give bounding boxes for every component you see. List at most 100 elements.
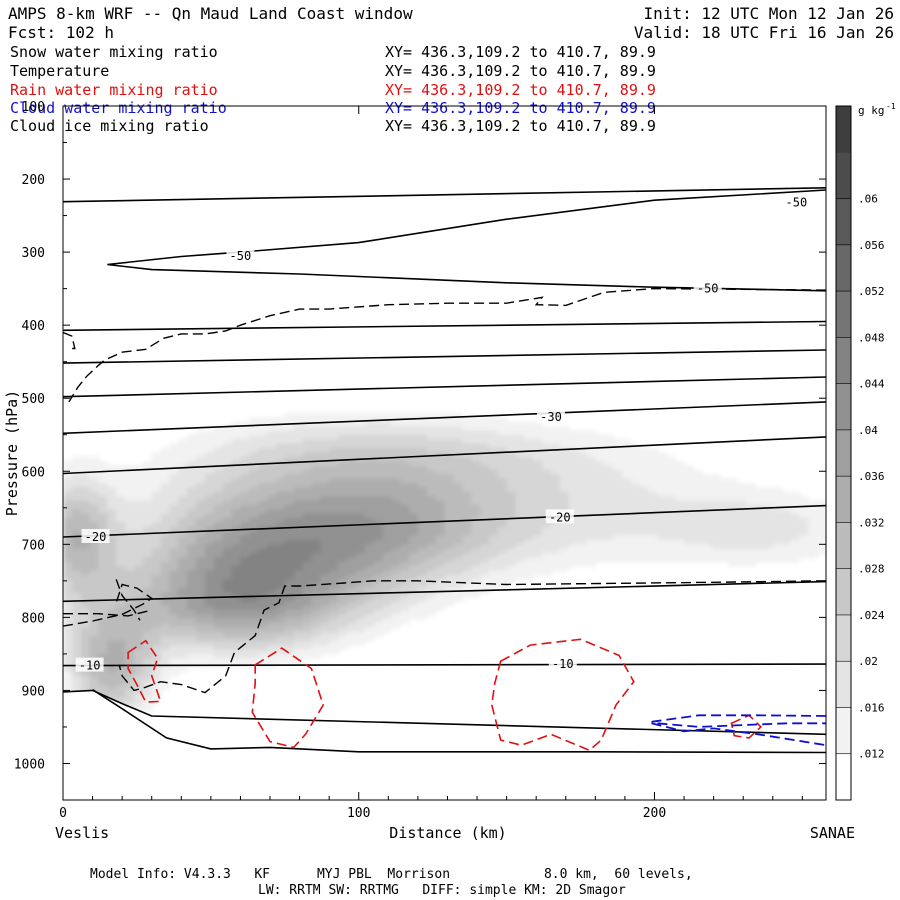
snow-shade-cell: [799, 509, 810, 515]
snow-shade-cell: [364, 465, 375, 471]
snow-shade-cell: [382, 456, 393, 462]
snow-shade-cell: [311, 452, 322, 458]
snow-shade-cell: [249, 544, 259, 550]
snow-shade-cell: [187, 461, 197, 467]
snow-shade-cell: [559, 535, 570, 541]
snow-shade-cell: [453, 575, 464, 581]
snow-shade-cell: [222, 509, 233, 515]
snow-shade-cell: [240, 653, 251, 660]
snow-shade-cell: [675, 496, 685, 502]
snow-shade-cell: [134, 579, 144, 585]
snow-shade-cell: [533, 469, 543, 475]
snow-shade-cell: [284, 588, 295, 594]
snow-shade-cell: [267, 434, 277, 440]
snow-shade-cell: [444, 443, 455, 449]
snow-shade-cell: [772, 513, 783, 519]
snow-shade-cell: [426, 430, 437, 436]
snow-shade-cell: [506, 443, 517, 449]
field-xy-temperature: XY= 436.3,109.2 to 410.7, 89.9: [385, 62, 656, 80]
snow-shade-cell: [338, 627, 348, 633]
snow-shade-cell: [293, 513, 304, 519]
snow-shade-cell: [710, 518, 721, 524]
snow-shade-cell: [338, 535, 348, 541]
snow-shade-cell: [391, 531, 401, 537]
snow-shade-cell: [719, 557, 730, 563]
snow-shade-cell: [684, 474, 694, 480]
snow-shade-cell: [684, 487, 694, 493]
figure-title: AMPS 8-km WRF -- Qn Maud Land Coast wind…: [8, 4, 413, 23]
snow-shade-cell: [116, 539, 126, 546]
snow-shade-cell: [249, 632, 259, 638]
snow-shade-cell: [409, 531, 419, 537]
snow-shade-cell: [613, 513, 623, 519]
snow-shade-cell: [196, 544, 206, 550]
snow-shade-cell: [329, 509, 339, 515]
snow-shade-cell: [746, 526, 756, 532]
snow-shade-cell: [275, 513, 286, 519]
snow-shade-cell: [577, 487, 588, 493]
snow-shade-cell: [98, 632, 109, 638]
snow-shade-cell: [666, 539, 676, 546]
snow-shade-cell: [231, 623, 242, 629]
snow-shade-cell: [107, 601, 118, 607]
snow-shade-cell: [542, 461, 552, 467]
snow-shade-cell: [559, 526, 570, 532]
snow-shade-cell: [355, 623, 366, 629]
snow-shade-cell: [222, 575, 233, 581]
snow-shade-cell: [196, 531, 206, 537]
snow-shade-cell: [284, 452, 295, 458]
snow-shade-cell: [675, 465, 685, 471]
snow-shade-cell: [409, 434, 419, 440]
snow-shade-cell: [630, 469, 641, 475]
snow-shade-cell: [346, 483, 357, 489]
snow-shade-cell: [613, 439, 623, 445]
snow-shade-cell: [373, 421, 384, 427]
snow-shade-cell: [125, 513, 135, 519]
plot-frame: [62, 105, 827, 801]
snow-shade-cell: [329, 535, 339, 541]
snow-shade-cell: [187, 614, 197, 620]
snow-shade-cell: [160, 623, 171, 629]
snow-shade-cell: [213, 447, 224, 454]
snow-shade-cell: [311, 627, 322, 633]
snow-shade-cell: [160, 522, 171, 528]
snow-shade-cell: [107, 667, 118, 673]
snow-shade-cell: [346, 531, 357, 537]
snow-shade-cell: [701, 483, 712, 489]
snow-shade-cell: [338, 566, 348, 572]
snow-shade-cell: [444, 447, 455, 454]
snow-shade-cell: [160, 579, 171, 585]
snow-shade-cell: [373, 618, 384, 624]
snow-shade-cell: [275, 557, 286, 563]
snow-shade-cell: [63, 667, 73, 673]
snow-shade-cell: [373, 491, 384, 497]
snow-shade-cell: [63, 588, 73, 594]
snow-shade-cell: [187, 605, 197, 611]
snow-shade-cell: [666, 483, 676, 489]
snow-shade-cell: [89, 513, 100, 519]
snow-shade-cell: [205, 522, 215, 528]
snow-shade-cell: [89, 680, 100, 686]
snow-shade-cell: [684, 544, 694, 550]
snow-shade-cell: [719, 526, 730, 532]
snow-shade-cell: [346, 535, 357, 541]
snow-shade-cell: [125, 544, 135, 550]
snow-shade-cell: [320, 539, 330, 546]
snow-shade-cell: [355, 469, 366, 475]
snow-shade-cell: [391, 447, 401, 454]
snow-shade-cell: [568, 491, 579, 497]
snow-shade-cell: [559, 500, 570, 506]
snow-shade-cell: [604, 553, 614, 559]
snow-shade-cell: [763, 539, 774, 546]
snow-shade-cell: [382, 469, 393, 475]
snow-shade-cell: [142, 632, 153, 638]
snow-shade-cell: [311, 623, 322, 629]
snow-shade-cell: [160, 531, 171, 537]
snow-shade-cell: [293, 588, 304, 594]
snow-shade-cell: [790, 513, 801, 519]
snow-shade-cell: [471, 557, 481, 563]
snow-shade-cell: [426, 426, 437, 432]
snow-shade-cell: [382, 461, 393, 467]
snow-shade-cell: [364, 575, 375, 581]
snow-shade-cell: [196, 430, 206, 436]
